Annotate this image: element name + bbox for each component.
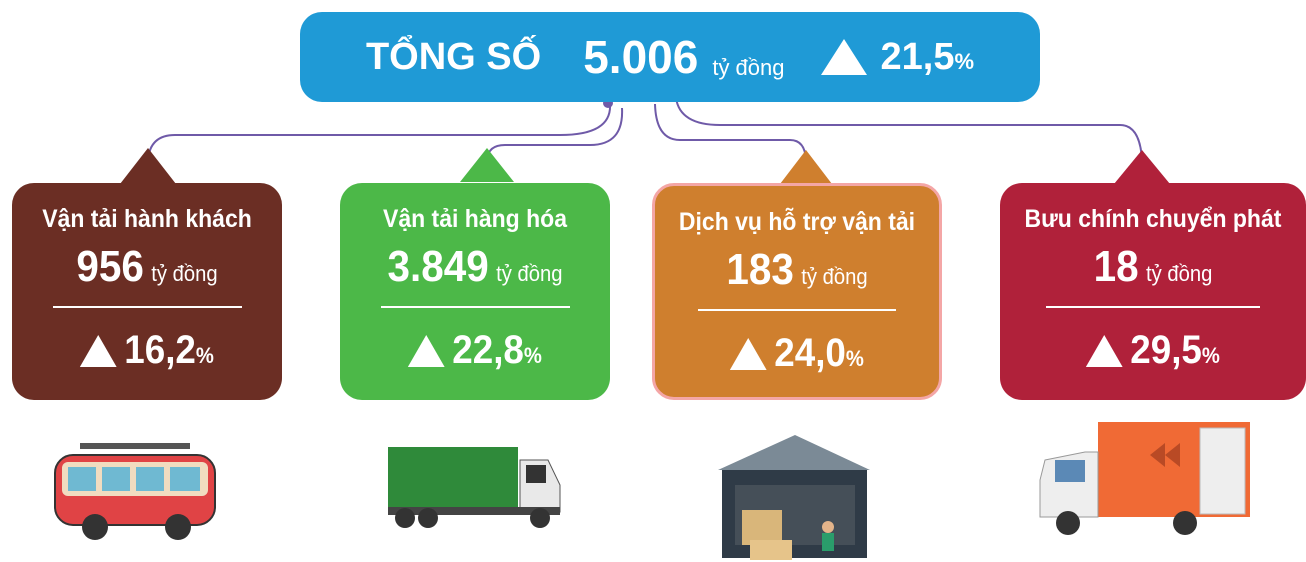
card-title: Bưu chính chuyển phát bbox=[1024, 205, 1282, 233]
card-value: 183 bbox=[726, 245, 794, 294]
card-change-unit: % bbox=[523, 342, 542, 368]
card-change: 24,0 bbox=[774, 331, 846, 375]
card-change: 16,2 bbox=[124, 328, 196, 372]
card-change: 29,5 bbox=[1130, 328, 1202, 372]
card-unit: tỷ đồng bbox=[801, 264, 868, 289]
total-unit: tỷ đồng bbox=[712, 55, 785, 80]
total-change-unit: % bbox=[954, 49, 975, 74]
up-triangle bbox=[80, 334, 117, 367]
card-change-unit: % bbox=[845, 345, 864, 371]
card-change-unit: % bbox=[195, 342, 214, 368]
divider bbox=[1045, 306, 1261, 308]
card-unit: tỷ đồng bbox=[1145, 261, 1213, 286]
category-card: Dịch vụ hỗ trợ vận tải 183 tỷ đồng 24,0% bbox=[652, 183, 942, 400]
total-banner: TỔNG SỐ 5.006 tỷ đồng 21,5 % bbox=[300, 12, 1040, 102]
divider bbox=[697, 309, 897, 311]
up-triangle bbox=[820, 39, 867, 75]
total-label: TỔNG SỐ bbox=[365, 35, 542, 78]
up-triangle bbox=[408, 334, 445, 367]
category-card: Bưu chính chuyển phát 18 tỷ đồng 29,5% bbox=[1000, 183, 1306, 400]
card-title: Dịch vụ hỗ trợ vận tải bbox=[678, 208, 916, 236]
card-title: Vận tải hành khách bbox=[42, 205, 252, 233]
card-change: 22,8 bbox=[452, 328, 524, 372]
warehouse-icon bbox=[718, 435, 870, 560]
delivery-truck-icon bbox=[1039, 422, 1250, 535]
card-value: 956 bbox=[76, 242, 144, 291]
bus-icon bbox=[54, 443, 216, 540]
up-triangle bbox=[1086, 334, 1123, 367]
divider bbox=[52, 306, 242, 308]
connectors bbox=[147, 97, 1143, 161]
card-change-unit: % bbox=[1201, 342, 1220, 368]
card-title: Vận tải hàng hóa bbox=[382, 205, 568, 233]
category-card: Vận tải hàng hóa 3.849 tỷ đồng 22,8% bbox=[340, 183, 610, 400]
card-unit: tỷ đồng bbox=[496, 261, 563, 286]
total-value: 5.006 bbox=[583, 31, 699, 83]
card-unit: tỷ đồng bbox=[151, 261, 218, 286]
divider bbox=[380, 306, 570, 308]
category-card: Vận tải hành khách 956 tỷ đồng 16,2% bbox=[12, 183, 282, 400]
truck-icon bbox=[388, 447, 561, 528]
up-triangle bbox=[730, 337, 767, 370]
total-change: 21,5 bbox=[880, 35, 955, 78]
card-value: 3.849 bbox=[387, 242, 489, 291]
card-value: 18 bbox=[1093, 242, 1139, 291]
